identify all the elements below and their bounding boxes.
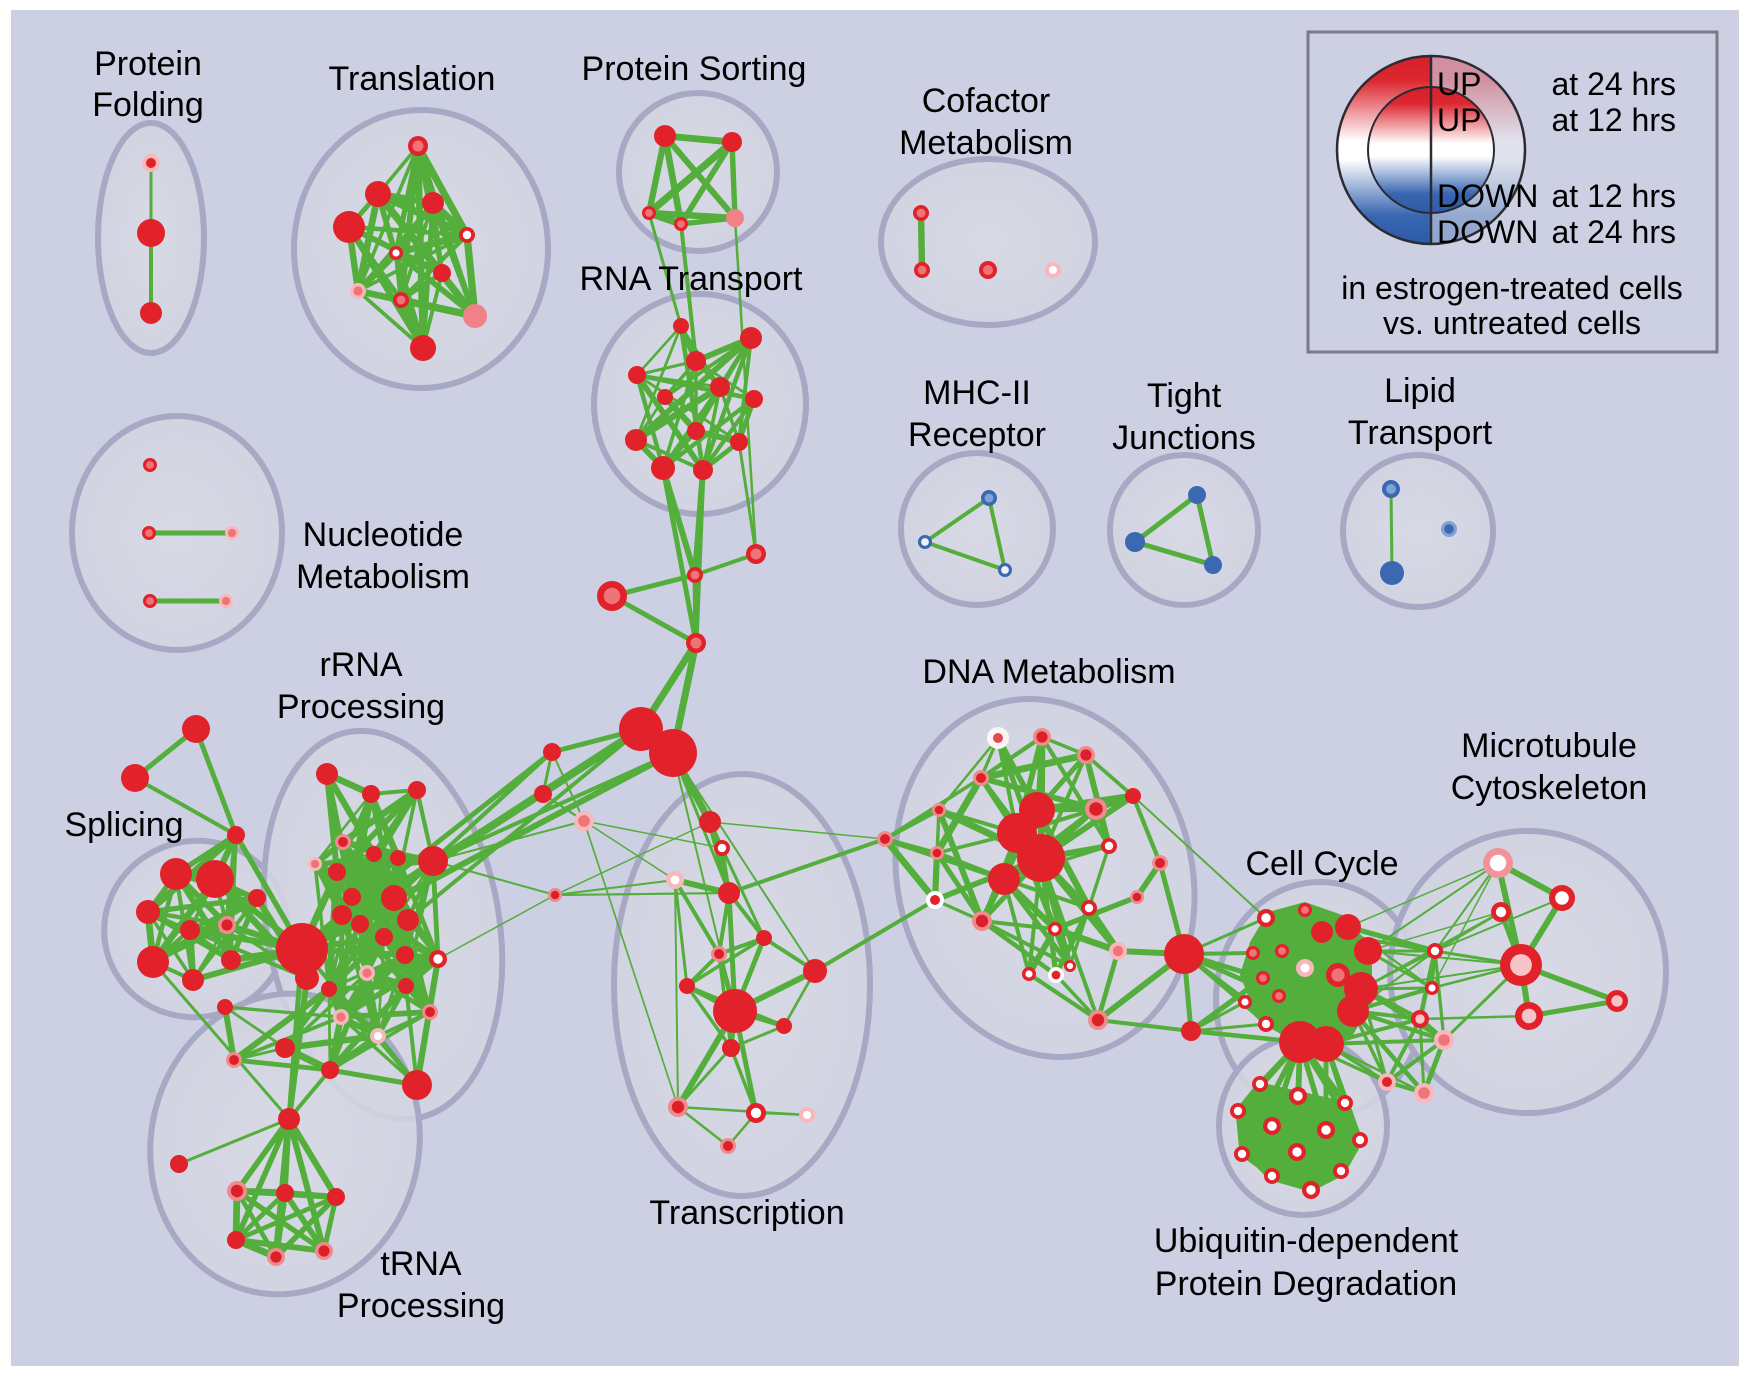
svg-text:Protein Degradation: Protein Degradation [1155,1265,1457,1303]
svg-text:Transcription: Transcription [649,1194,844,1232]
svg-text:Tight: Tight [1147,377,1222,415]
svg-text:Cytoskeleton: Cytoskeleton [1451,769,1648,807]
svg-text:UP: UP [1437,66,1481,102]
svg-text:vs. untreated cells: vs. untreated cells [1383,305,1641,341]
svg-text:Protein Sorting: Protein Sorting [582,50,807,88]
svg-text:at 12 hrs: at 12 hrs [1551,102,1676,138]
svg-text:at 12 hrs: at 12 hrs [1551,178,1676,214]
svg-text:Metabolism: Metabolism [296,558,470,596]
svg-text:at 24 hrs: at 24 hrs [1551,66,1676,102]
svg-text:Splicing: Splicing [64,806,183,844]
svg-text:Metabolism: Metabolism [899,124,1073,162]
svg-text:MHC-II: MHC-II [923,374,1031,412]
svg-text:Processing: Processing [277,688,445,726]
svg-text:Receptor: Receptor [908,416,1046,454]
svg-text:DOWN: DOWN [1437,178,1538,214]
svg-text:DOWN: DOWN [1437,214,1538,250]
svg-text:Lipid: Lipid [1384,372,1456,410]
svg-text:Folding: Folding [92,86,204,124]
svg-text:rRNA: rRNA [319,646,402,684]
svg-text:Transport: Transport [1348,414,1493,452]
svg-text:Protein: Protein [94,45,202,83]
svg-text:Translation: Translation [329,60,496,98]
svg-text:Microtubule: Microtubule [1461,727,1637,765]
svg-text:UP: UP [1437,102,1481,138]
svg-text:in estrogen-treated cells: in estrogen-treated cells [1341,270,1683,306]
svg-text:Nucleotide: Nucleotide [303,516,464,554]
svg-text:Cofactor: Cofactor [922,82,1051,120]
svg-text:Junctions: Junctions [1112,419,1256,457]
svg-text:RNA Transport: RNA Transport [580,260,804,298]
svg-text:DNA Metabolism: DNA Metabolism [922,653,1175,691]
svg-text:Processing: Processing [337,1287,505,1325]
svg-text:Ubiquitin-dependent: Ubiquitin-dependent [1154,1222,1459,1260]
svg-text:at 24 hrs: at 24 hrs [1551,214,1676,250]
svg-text:tRNA: tRNA [380,1245,462,1283]
svg-text:Cell Cycle: Cell Cycle [1245,845,1398,883]
